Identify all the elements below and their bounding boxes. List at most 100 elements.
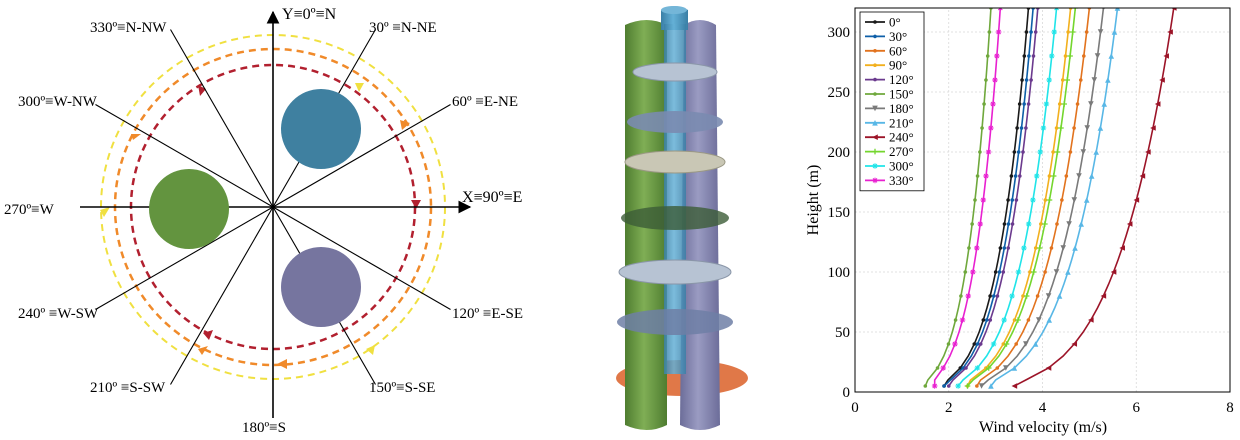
data-point — [1015, 269, 1022, 275]
data-point — [1043, 270, 1047, 274]
data-point — [995, 29, 1002, 35]
plot-frame — [854, 7, 1231, 393]
data-point — [1067, 53, 1073, 59]
data-point — [973, 245, 980, 251]
data-point — [1064, 174, 1069, 178]
data-point — [1051, 150, 1055, 154]
data-point — [985, 54, 990, 58]
legend-item: 240° — [865, 130, 914, 145]
data-point — [1061, 101, 1067, 107]
legend-label: 0° — [889, 15, 901, 30]
data-point — [1054, 149, 1061, 155]
data-point — [1030, 197, 1036, 203]
data-point — [1015, 126, 1019, 130]
data-point — [1064, 77, 1071, 83]
data-point — [988, 125, 994, 131]
data-point — [872, 105, 878, 112]
data-point — [1076, 173, 1082, 179]
data-point — [931, 383, 938, 389]
data-point — [1083, 197, 1090, 203]
data-point — [1036, 317, 1042, 323]
data-point — [1060, 245, 1067, 251]
data-point — [955, 383, 961, 389]
data-point — [1017, 102, 1022, 106]
data-point — [1072, 8, 1079, 11]
data-point — [1033, 173, 1040, 179]
data-point — [1088, 101, 1094, 107]
data-point — [1015, 317, 1021, 323]
wind-direction-diagram: Y≡0º≡N X≡90º≡E 330º≡N-NW 30º ≡N-NE 300º≡… — [4, 6, 523, 436]
data-point — [1012, 318, 1017, 322]
legend-label: 300° — [889, 159, 914, 174]
data-point — [1056, 293, 1063, 299]
legend-box — [859, 11, 925, 192]
data-point — [991, 294, 996, 298]
data-point — [1053, 269, 1060, 275]
data-point — [873, 49, 877, 53]
data-point — [1071, 341, 1078, 347]
data-point — [1105, 77, 1111, 83]
direction-label-330: 330º≡N-NW — [90, 20, 167, 36]
ring-arrow — [411, 200, 421, 209]
legend-item: 150° — [865, 87, 914, 102]
data-point — [1010, 222, 1015, 226]
data-point — [1139, 173, 1146, 179]
data-point — [872, 134, 878, 140]
data-point — [1049, 246, 1054, 250]
series-240deg — [1011, 8, 1177, 389]
data-point — [1046, 197, 1053, 203]
data-point — [964, 366, 968, 370]
data-point — [975, 174, 980, 178]
data-point — [972, 342, 977, 346]
data-point — [1048, 53, 1055, 59]
ring-arrow — [277, 359, 287, 369]
ring-arrow — [100, 207, 110, 217]
tower-top-cap — [661, 6, 687, 14]
series-60deg — [975, 8, 1092, 388]
data-point — [1088, 173, 1095, 179]
legend-item: 120° — [865, 72, 914, 87]
data-point — [990, 341, 997, 347]
data-point — [1043, 101, 1050, 107]
data-point — [1003, 365, 1009, 371]
data-point — [872, 148, 878, 155]
legend-label: 60° — [889, 43, 907, 58]
data-point — [1069, 29, 1076, 35]
data-point — [1068, 150, 1073, 154]
data-point — [995, 294, 1000, 298]
data-point — [1009, 174, 1014, 178]
data-point — [988, 318, 993, 322]
data-point — [1025, 221, 1032, 227]
data-point — [975, 342, 980, 346]
data-point — [974, 365, 981, 371]
tower-deck — [632, 62, 718, 82]
data-point — [1063, 54, 1068, 58]
series-270deg — [964, 8, 1079, 389]
legend-label: 270° — [889, 144, 914, 159]
data-point — [1031, 54, 1036, 58]
data-point — [994, 53, 1000, 59]
data-point — [952, 341, 958, 347]
data-point — [1001, 317, 1007, 323]
data-point — [1082, 54, 1086, 58]
data-point — [1159, 77, 1165, 83]
data-point — [1043, 198, 1048, 202]
data-point — [970, 222, 974, 226]
legend-item: 0° — [865, 15, 901, 30]
direction-spoke — [170, 206, 274, 385]
ring-arrow — [366, 345, 375, 355]
data-point — [1110, 269, 1117, 275]
data-point — [982, 102, 986, 106]
x-axis-title: Wind velocity (m/s) — [979, 419, 1107, 436]
series-210deg — [988, 8, 1121, 389]
data-point — [984, 78, 988, 82]
data-point — [1001, 270, 1006, 274]
data-point — [1021, 245, 1027, 251]
x-tick-label: 0 — [851, 400, 859, 416]
data-point — [1018, 174, 1022, 178]
ring-arrow — [203, 330, 213, 340]
direction-label-120: 120º ≡E-SE — [452, 306, 523, 322]
data-point — [995, 366, 1000, 370]
data-point — [975, 384, 979, 388]
